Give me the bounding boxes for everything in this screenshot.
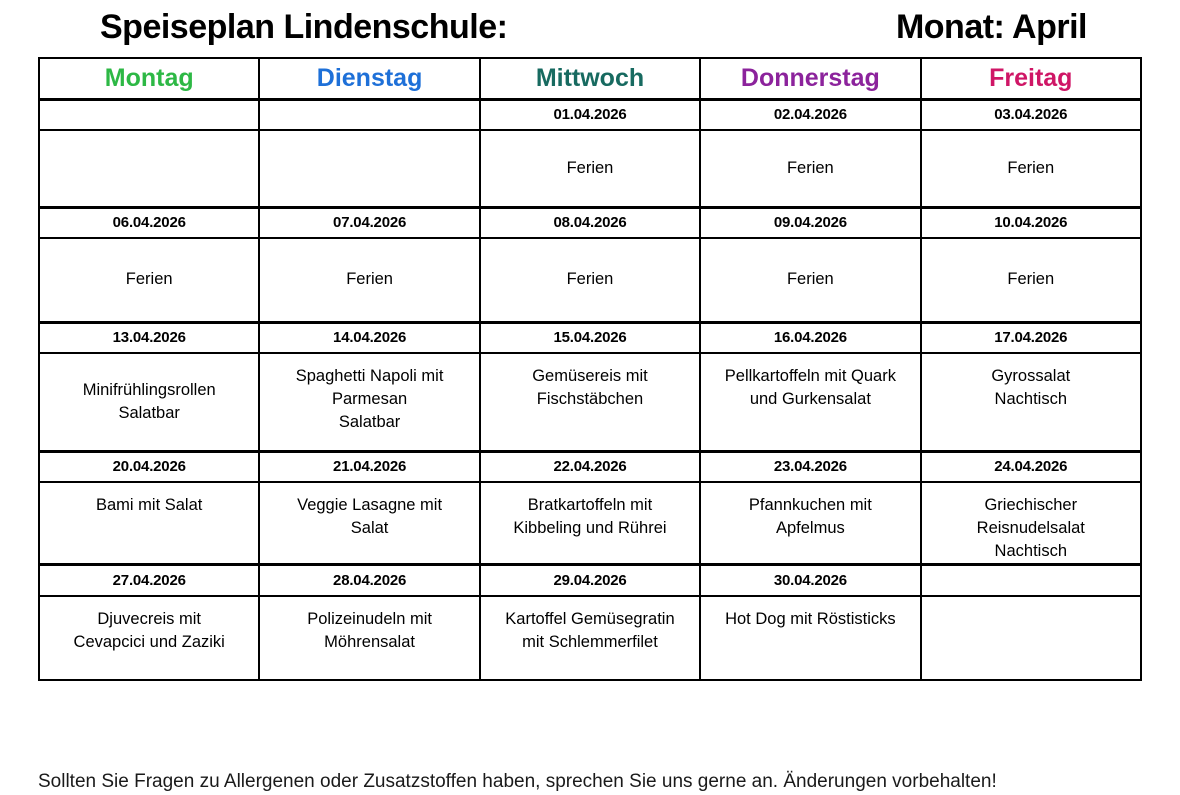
meal-cell: Ferien	[258, 237, 481, 323]
date-cell: 14.04.2026	[258, 320, 481, 354]
date-cell: 10.04.2026	[919, 205, 1143, 239]
meal-row-week1: Ferien Ferien Ferien	[37, 129, 1143, 208]
date-row-week1: 01.04.2026 02.04.2026 03.04.2026	[37, 97, 1143, 131]
meal-plan-table: Montag Dienstag Mittwoch Donnerstag Frei…	[37, 57, 1143, 681]
meal-row-week4: Bami mit Salat Veggie Lasagne mit Salat …	[37, 481, 1143, 566]
month-title: Monat: April	[895, 8, 1088, 46]
meal-cell: Ferien	[478, 237, 702, 323]
date-cell: 22.04.2026	[478, 449, 702, 483]
meal-cell: Bratkartoffeln mit Kibbeling und Rührei	[478, 481, 702, 566]
meal-cell: Gyrossalat Nachtisch	[919, 352, 1143, 452]
meal-cell: Bami mit Salat	[37, 481, 261, 566]
date-cell: 15.04.2026	[478, 320, 702, 354]
title-bar: Speiseplan Lindenschule: Monat: April	[38, 8, 1142, 47]
meal-cell: Polizeinudeln mit Möhrensalat	[258, 594, 481, 681]
date-cell: 02.04.2026	[699, 97, 922, 131]
date-cell: 01.04.2026	[478, 97, 702, 131]
col-header-dienstag: Dienstag	[258, 57, 481, 100]
date-cell: 07.04.2026	[258, 205, 481, 239]
date-cell: 24.04.2026	[919, 449, 1143, 483]
date-cell: 13.04.2026	[37, 320, 261, 354]
meal-cell: Ferien	[919, 237, 1143, 323]
meal-cell: Spaghetti Napoli mit Parmesan Salatbar	[258, 352, 481, 452]
date-row-week2: 06.04.2026 07.04.2026 08.04.2026 09.04.2…	[37, 205, 1143, 239]
date-cell: 21.04.2026	[258, 449, 481, 483]
meal-row-week3: Minifrühlingsrollen Salatbar Spaghetti N…	[37, 352, 1143, 452]
date-cell: 20.04.2026	[37, 449, 261, 483]
meal-cell	[258, 129, 481, 208]
meal-cell: Griechischer Reisnudelsalat Nachtisch	[919, 481, 1143, 566]
meal-cell: Hot Dog mit Röstisticks	[699, 594, 922, 681]
meal-cell: Kartoffel Gemüsegratin mit Schlemmerfile…	[478, 594, 702, 681]
date-cell	[258, 97, 481, 131]
date-cell	[37, 97, 261, 131]
col-header-montag: Montag	[37, 57, 261, 100]
meal-cell: Veggie Lasagne mit Salat	[258, 481, 481, 566]
date-cell	[919, 563, 1143, 597]
col-header-donnerstag: Donnerstag	[699, 57, 922, 100]
col-header-freitag: Freitag	[919, 57, 1143, 100]
meal-row-week2: Ferien Ferien Ferien Ferien Ferien	[37, 237, 1143, 323]
meal-cell: Pellkartoffeln mit Quark und Gurkensalat	[699, 352, 922, 452]
meal-cell: Ferien	[699, 237, 922, 323]
date-cell: 17.04.2026	[919, 320, 1143, 354]
footer-note: Sollten Sie Fragen zu Allergenen oder Zu…	[38, 771, 997, 792]
meal-cell	[919, 594, 1143, 681]
date-row-week3: 13.04.2026 14.04.2026 15.04.2026 16.04.2…	[37, 320, 1143, 354]
date-cell: 27.04.2026	[37, 563, 261, 597]
date-row-week4: 20.04.2026 21.04.2026 22.04.2026 23.04.2…	[37, 449, 1143, 483]
date-cell: 30.04.2026	[699, 563, 922, 597]
date-cell: 09.04.2026	[699, 205, 922, 239]
meal-cell: Ferien	[478, 129, 702, 208]
meal-cell: Ferien	[37, 237, 261, 323]
weekday-header-row: Montag Dienstag Mittwoch Donnerstag Frei…	[37, 57, 1143, 100]
date-cell: 16.04.2026	[699, 320, 922, 354]
date-cell: 06.04.2026	[37, 205, 261, 239]
date-row-week5: 27.04.2026 28.04.2026 29.04.2026 30.04.2…	[37, 563, 1143, 597]
date-cell: 03.04.2026	[919, 97, 1143, 131]
col-header-mittwoch: Mittwoch	[478, 57, 702, 100]
meal-row-week5: Djuvecreis mit Cevapcici und Zaziki Poli…	[37, 594, 1143, 681]
date-cell: 28.04.2026	[258, 563, 481, 597]
page-title: Speiseplan Lindenschule:	[100, 8, 508, 46]
date-cell: 08.04.2026	[478, 205, 702, 239]
meal-cell: Gemüsereis mit Fischstäbchen	[478, 352, 702, 452]
meal-cell: Djuvecreis mit Cevapcici und Zaziki	[37, 594, 261, 681]
date-cell: 29.04.2026	[478, 563, 702, 597]
date-cell: 23.04.2026	[699, 449, 922, 483]
meal-cell: Ferien	[919, 129, 1143, 208]
meal-cell: Pfannkuchen mit Apfelmus	[699, 481, 922, 566]
meal-cell	[37, 129, 261, 208]
meal-cell: Ferien	[699, 129, 922, 208]
meal-cell: Minifrühlingsrollen Salatbar	[37, 352, 261, 452]
